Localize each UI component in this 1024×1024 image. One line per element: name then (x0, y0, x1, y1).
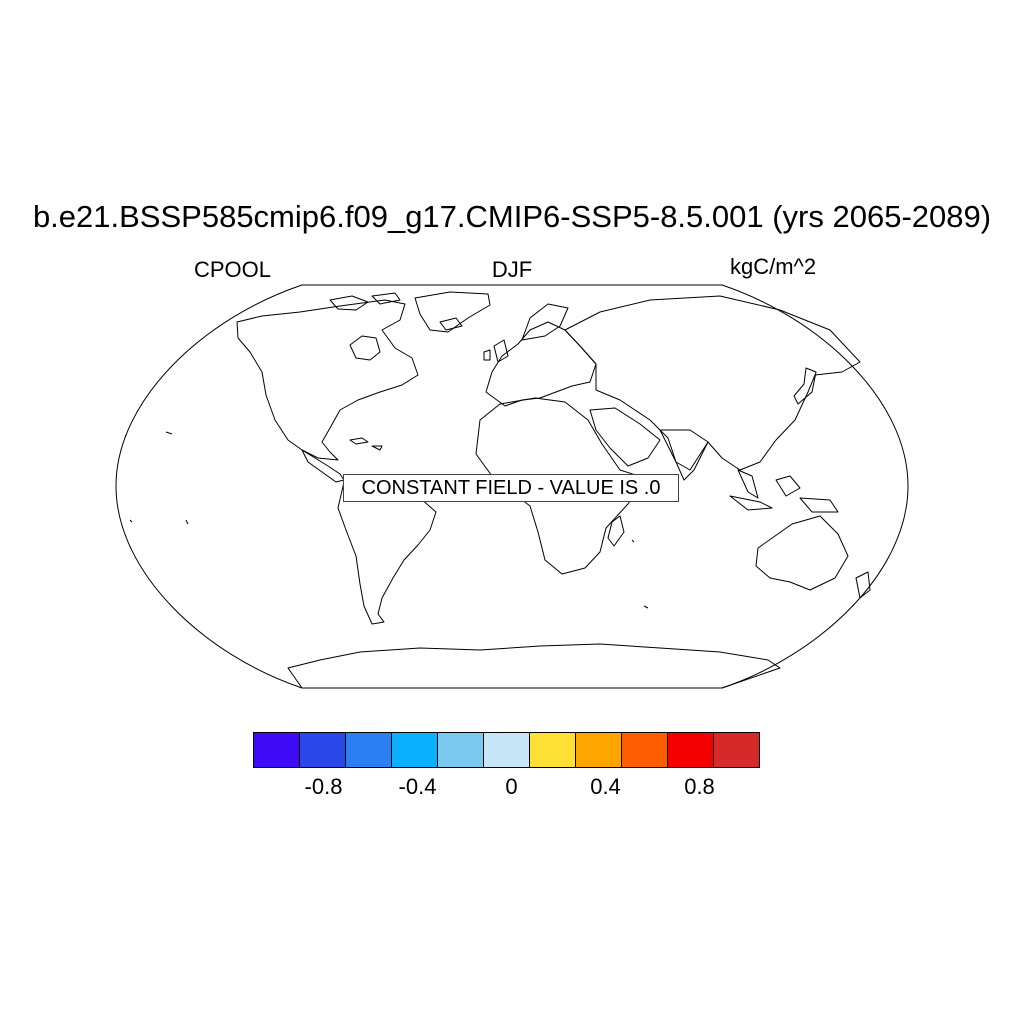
north-america-coastline (236, 299, 419, 461)
colorbar-box (668, 733, 714, 767)
colorbar-tick-label: 0 (505, 774, 518, 799)
europe-coastline (485, 321, 597, 407)
colorbar-box (576, 733, 622, 767)
colorbar-box (300, 733, 346, 767)
australia-coastline (755, 515, 849, 591)
greenland-coastline (414, 291, 491, 333)
japan-coastline (793, 367, 817, 405)
arabia-coastline (589, 407, 661, 467)
arctic-islands-coastline (329, 292, 401, 311)
colorbar-tick-label: 0.8 (684, 774, 715, 799)
variable-label: CPOOL (194, 257, 272, 282)
new-zealand-coastline (855, 571, 871, 599)
pacific-islands-coastline (129, 431, 649, 609)
colorbar-box (392, 733, 438, 767)
colorbar-box (346, 733, 392, 767)
colorbar-tick-label: 0.4 (590, 774, 621, 799)
constant-field-message: CONSTANT FIELD - VALUE IS .0 (343, 474, 679, 502)
caribbean-islands-coastline (349, 437, 383, 451)
colorbar-tick-label: -0.8 (304, 774, 343, 799)
colorbar-box (622, 733, 668, 767)
colorbar-box (530, 733, 576, 767)
colorbar-tick-label: -0.4 (398, 774, 437, 799)
british-isles-coastline (483, 339, 509, 363)
scandinavia-coastline (521, 303, 569, 341)
season-label: DJF (491, 257, 533, 282)
madagascar-coastline (607, 515, 625, 547)
southeast-asia-coastline (729, 469, 839, 513)
antarctica-coastline (287, 643, 781, 689)
colorbar (253, 732, 760, 768)
india-coastline (659, 429, 709, 481)
units-label: kgC/m^2 (730, 254, 817, 279)
asia-coastline (564, 295, 861, 471)
colorbar-box (254, 733, 300, 767)
colorbar-box (714, 733, 760, 767)
figure-title: b.e21.BSSP585cmip6.f09_g17.CMIP6-SSP5-8.… (32, 199, 992, 234)
colorbar-box (438, 733, 484, 767)
central-america-coastline (301, 449, 345, 483)
iceland-coastline (439, 317, 463, 331)
colorbar-box (484, 733, 530, 767)
hudson-bay-coastline (349, 335, 381, 361)
